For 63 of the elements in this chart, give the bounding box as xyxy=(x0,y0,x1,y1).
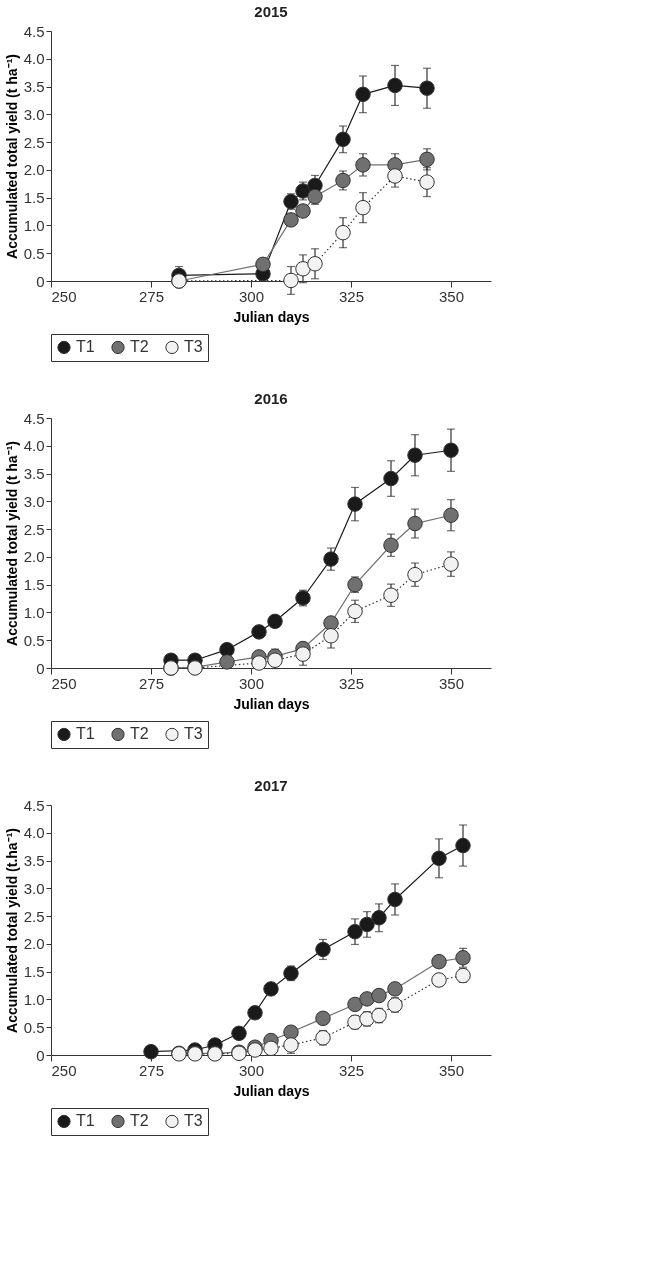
legend-label: T1 xyxy=(76,338,95,356)
y-tick-label: 1.5 xyxy=(23,189,45,207)
y-tick-label: 0.5 xyxy=(23,631,45,649)
x-tick-label: 300 xyxy=(238,674,265,692)
y-tick-label: 4.5 xyxy=(23,796,45,814)
legend-label: T3 xyxy=(184,338,203,356)
x-tick-label: 275 xyxy=(138,1061,165,1079)
x-tick-label: 300 xyxy=(238,287,265,305)
y-tick-label: 4.0 xyxy=(23,437,45,455)
y-tick-label: 4.5 xyxy=(23,22,45,40)
chart-title: 2016 xyxy=(254,390,288,407)
chart-title: 2015 xyxy=(254,3,288,20)
y-axis-title: Accumulated total yield (t ha⁻¹) xyxy=(3,54,20,259)
y-tick-label: 3.5 xyxy=(23,852,45,870)
y-tick-label: 3.5 xyxy=(23,78,45,96)
x-tick-label: 325 xyxy=(338,287,365,305)
y-tick-label: 3.0 xyxy=(23,492,45,510)
x-tick-label: 275 xyxy=(138,287,165,305)
y-tick-label: 4.0 xyxy=(23,824,45,842)
y-tick-label: 2.5 xyxy=(23,133,45,151)
x-tick-label: 250 xyxy=(51,674,77,692)
y-tick-label: 3.0 xyxy=(23,105,45,123)
y-tick-label: 0 xyxy=(36,272,45,290)
y-tick-label: 3.0 xyxy=(23,879,45,897)
legend-label: T3 xyxy=(184,1112,203,1130)
y-axis-title: Accumulated total yield (t ha⁻¹) xyxy=(3,441,20,646)
legend-label: T2 xyxy=(130,1112,149,1130)
x-tick-label: 250 xyxy=(51,1061,77,1079)
x-tick-label: 300 xyxy=(238,1061,265,1079)
y-tick-label: 4.0 xyxy=(23,50,45,68)
y-tick-label: 2.5 xyxy=(23,907,45,925)
legend-label: T1 xyxy=(76,1112,95,1130)
x-tick-label: 325 xyxy=(338,1061,365,1079)
y-tick-label: 2.5 xyxy=(23,520,45,538)
x-tick-label: 325 xyxy=(338,674,365,692)
x-tick-label: 350 xyxy=(438,1061,465,1079)
y-tick-label: 4.5 xyxy=(23,409,45,427)
y-tick-label: 0.5 xyxy=(23,1018,45,1036)
y-tick-label: 1.0 xyxy=(23,603,45,621)
x-tick-label: 275 xyxy=(138,674,165,692)
chart-title: 2017 xyxy=(254,777,288,794)
x-axis-title: Julian days xyxy=(233,695,310,712)
y-tick-label: 1.0 xyxy=(23,990,45,1008)
y-tick-label: 0.5 xyxy=(23,244,45,262)
legend-label: T2 xyxy=(130,725,149,743)
y-tick-label: 1.5 xyxy=(23,963,45,981)
y-tick-label: 0 xyxy=(36,659,45,677)
x-tick-label: 350 xyxy=(438,674,465,692)
y-tick-label: 0 xyxy=(36,1046,45,1064)
y-tick-label: 2.0 xyxy=(23,935,45,953)
y-tick-label: 3.5 xyxy=(23,465,45,483)
legend-label: T3 xyxy=(184,725,203,743)
y-tick-label: 1.0 xyxy=(23,216,45,234)
legend-label: T1 xyxy=(76,725,95,743)
legend-label: T2 xyxy=(130,338,149,356)
x-tick-label: 350 xyxy=(438,287,465,305)
x-axis-title: Julian days xyxy=(233,308,310,325)
x-tick-label: 250 xyxy=(51,287,77,305)
y-tick-label: 2.0 xyxy=(23,548,45,566)
x-axis-title: Julian days xyxy=(233,1082,310,1099)
y-tick-label: 2.0 xyxy=(23,161,45,179)
y-axis-title: Accumulated total yield (t.ha⁻¹) xyxy=(3,828,20,1033)
y-tick-label: 1.5 xyxy=(23,576,45,594)
